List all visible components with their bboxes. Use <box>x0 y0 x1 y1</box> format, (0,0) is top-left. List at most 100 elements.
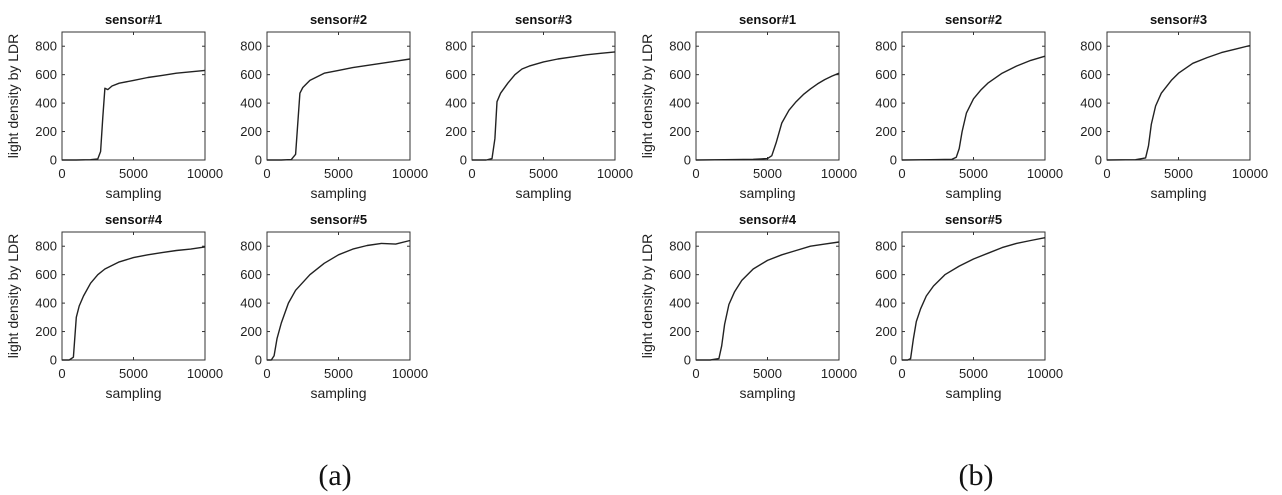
y-tick-label: 800 <box>35 239 57 254</box>
plots-layer: sensor#1 0 200 400 600 800 0 5000 10000 sampling l… <box>5 12 1268 401</box>
x-axis-label: sampling <box>105 385 161 401</box>
subplot-a-1: sensor#1 0 200 400 600 800 0 5000 10000 sampling l… <box>5 12 223 201</box>
x-tick-label: 0 <box>898 166 905 181</box>
y-tick-label: 200 <box>875 124 897 139</box>
subplot-a-2: sensor#2 0 200 400 600 800 0 5000 10000 sampling <box>240 12 428 201</box>
y-tick-label: 600 <box>669 267 691 282</box>
subplot-title: sensor#3 <box>515 12 572 27</box>
y-tick-label: 600 <box>445 67 467 82</box>
y-tick-label: 200 <box>669 324 691 339</box>
y-tick-label: 800 <box>445 39 467 54</box>
y-tick-label: 0 <box>684 353 691 368</box>
x-tick-label: 5000 <box>324 366 353 381</box>
y-tick-label: 0 <box>460 153 467 168</box>
x-tick-label: 5000 <box>529 166 558 181</box>
y-tick-label: 0 <box>50 353 57 368</box>
x-tick-label: 10000 <box>187 166 223 181</box>
y-tick-label: 0 <box>684 153 691 168</box>
x-tick-label: 10000 <box>392 366 428 381</box>
y-tick-label: 600 <box>669 67 691 82</box>
y-tick-label: 600 <box>240 267 262 282</box>
y-tick-label: 600 <box>1080 67 1102 82</box>
x-tick-label: 5000 <box>959 166 988 181</box>
subplot-b-2: sensor#2 0 200 400 600 800 0 5000 10000 sampling <box>875 12 1063 201</box>
subplot-b-3: sensor#3 0 200 400 600 800 0 5000 10000 sampling <box>1080 12 1268 201</box>
y-tick-label: 600 <box>35 267 57 282</box>
x-axis-label: sampling <box>515 185 571 201</box>
y-tick-label: 600 <box>35 67 57 82</box>
subplot-b-5: sensor#5 0 200 400 600 800 0 5000 10000 sampling <box>875 212 1063 401</box>
series-line <box>695 72 840 161</box>
y-tick-label: 800 <box>240 39 262 54</box>
series-line <box>696 241 840 361</box>
subplot-title: sensor#2 <box>945 12 1002 27</box>
x-tick-label: 0 <box>58 366 65 381</box>
y-tick-label: 400 <box>445 96 467 111</box>
y-tick-label: 200 <box>669 124 691 139</box>
axes-frame <box>901 231 1046 361</box>
series-line <box>62 246 206 361</box>
y-tick-label: 200 <box>240 324 262 339</box>
x-axis-label: sampling <box>945 385 1001 401</box>
y-tick-label: 200 <box>240 124 262 139</box>
y-tick-label: 0 <box>255 353 262 368</box>
axes-frame <box>1106 31 1251 161</box>
x-tick-label: 0 <box>263 366 270 381</box>
subplot-title: sensor#5 <box>945 212 1002 227</box>
subplot-title: sensor#1 <box>105 12 162 27</box>
y-tick-label: 800 <box>875 239 897 254</box>
axes-frame <box>695 31 840 161</box>
series-line <box>472 51 616 161</box>
axes-frame <box>471 31 616 161</box>
x-tick-label: 10000 <box>821 366 857 381</box>
y-tick-label: 800 <box>875 39 897 54</box>
axes-frame <box>61 231 206 361</box>
y-axis-label: light density by LDR <box>5 234 21 359</box>
x-tick-label: 0 <box>692 366 699 381</box>
subplot-title: sensor#3 <box>1150 12 1207 27</box>
axes-frame <box>901 31 1046 161</box>
y-tick-label: 0 <box>890 153 897 168</box>
x-tick-label: 5000 <box>324 166 353 181</box>
x-tick-label: 5000 <box>1164 166 1193 181</box>
x-tick-label: 10000 <box>821 166 857 181</box>
x-tick-label: 0 <box>1103 166 1110 181</box>
series-line <box>267 239 411 361</box>
x-tick-label: 5000 <box>119 166 148 181</box>
y-tick-label: 0 <box>1095 153 1102 168</box>
x-axis-label: sampling <box>310 385 366 401</box>
subplot-title: sensor#1 <box>739 12 796 27</box>
series-line <box>62 69 206 161</box>
subplot-a-4: sensor#4 0 200 400 600 800 0 5000 10000 sampling l… <box>5 212 223 401</box>
x-axis-label: sampling <box>105 185 161 201</box>
y-tick-label: 800 <box>1080 39 1102 54</box>
x-tick-label: 10000 <box>392 166 428 181</box>
y-tick-label: 400 <box>240 296 262 311</box>
x-axis-label: sampling <box>945 185 1001 201</box>
y-tick-label: 200 <box>875 324 897 339</box>
subplot-b-1: sensor#1 0 200 400 600 800 0 5000 10000 sampling l… <box>639 12 857 201</box>
y-tick-label: 400 <box>875 96 897 111</box>
x-tick-label: 10000 <box>597 166 633 181</box>
x-axis-label: sampling <box>739 185 795 201</box>
axes-frame <box>266 231 411 361</box>
y-tick-label: 400 <box>875 296 897 311</box>
y-tick-label: 200 <box>35 324 57 339</box>
subplot-a-3: sensor#3 0 200 400 600 800 0 5000 10000 sampling <box>445 12 633 201</box>
caption-b: (b) <box>959 459 994 492</box>
series-line <box>1106 44 1251 161</box>
x-axis-label: sampling <box>1150 185 1206 201</box>
y-tick-label: 800 <box>240 239 262 254</box>
y-tick-label: 400 <box>240 96 262 111</box>
y-axis-label: light density by LDR <box>639 234 655 359</box>
subplot-b-4: sensor#4 0 200 400 600 800 0 5000 10000 sampling l… <box>639 212 857 401</box>
x-tick-label: 0 <box>898 366 905 381</box>
y-tick-label: 200 <box>1080 124 1102 139</box>
y-tick-label: 400 <box>669 96 691 111</box>
y-tick-label: 600 <box>875 67 897 82</box>
y-axis-label: light density by LDR <box>639 34 655 159</box>
y-tick-label: 400 <box>35 296 57 311</box>
x-tick-label: 0 <box>263 166 270 181</box>
x-axis-label: sampling <box>310 185 366 201</box>
x-tick-label: 0 <box>468 166 475 181</box>
